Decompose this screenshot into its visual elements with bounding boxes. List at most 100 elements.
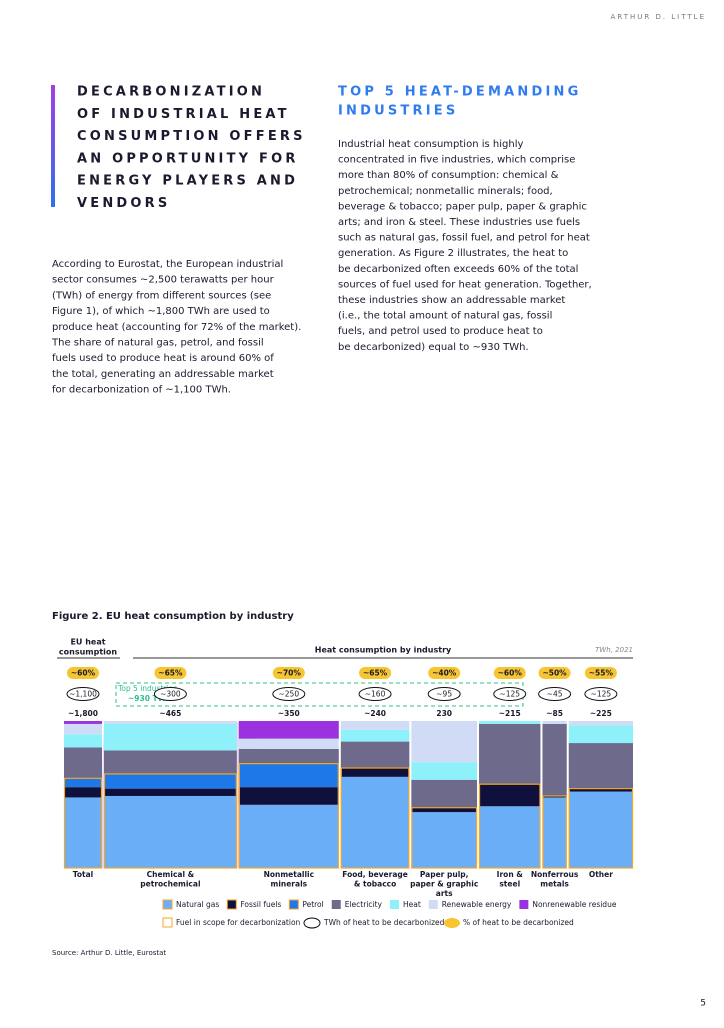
segment [479, 806, 541, 868]
segment [340, 776, 410, 868]
category-label: & tobacco [354, 880, 396, 889]
share-label: ~65% [363, 669, 388, 678]
segment [411, 721, 478, 763]
brand: ARTHUR D. LITTLE [611, 13, 706, 21]
width-label: ~225 [590, 709, 612, 718]
share-label: ~50% [542, 669, 567, 678]
segment [238, 748, 339, 764]
segment [64, 747, 102, 779]
legend-label: Fuel in scope for decarbonization [176, 918, 301, 927]
share-pill [359, 667, 392, 679]
body-line: The share of natural gas, petrol, and fo… [51, 338, 264, 349]
legend-label: Heat [403, 900, 421, 909]
page-number: 5 [700, 999, 706, 1009]
legend-pill [444, 918, 460, 928]
body-line: be decarbonized) equal to ~930 TWh. [338, 342, 529, 353]
scope-outline [411, 807, 478, 869]
share-label: ~65% [158, 669, 183, 678]
heading-line: VENDORS [77, 196, 170, 211]
body-line: generation. As Figure 2 illustrates, the… [338, 248, 568, 259]
segment [568, 743, 633, 789]
segment [104, 773, 237, 789]
share-pill [428, 667, 461, 679]
addressable-label: ~95 [436, 690, 452, 699]
segment [479, 784, 541, 807]
left-header: consumption [59, 648, 118, 657]
category-label: Food, beverage [342, 870, 408, 879]
share-pill [154, 667, 187, 679]
accent-bar [51, 85, 55, 207]
addressable-oval [66, 687, 100, 701]
segment [479, 723, 541, 785]
segment [64, 778, 102, 788]
heading-line: TOP 5 HEAT-DEMANDING [338, 85, 581, 100]
body-line: produce heat (accounting for 72% of the … [52, 322, 301, 333]
addressable-label: ~125 [591, 690, 612, 699]
segment [340, 768, 410, 777]
addressable-oval [427, 687, 461, 701]
legend-swatch [162, 917, 173, 928]
segment [64, 787, 102, 798]
segment [104, 723, 237, 751]
addressable-label: ~125 [499, 690, 520, 699]
segment [238, 787, 339, 805]
heading-line: AN OPPORTUNITY FOR [77, 151, 299, 166]
top5-label: ~930 TWh [128, 694, 171, 703]
addressable-oval [584, 687, 618, 701]
segment [542, 721, 567, 724]
scope-outline [568, 788, 634, 869]
width-label: ~465 [159, 709, 181, 718]
legend-label: Fossil fuels [240, 900, 281, 909]
share-pill [272, 667, 305, 679]
heading-line: ENERGY PLAYERS AND [77, 174, 298, 189]
category-label: Paper pulp, [420, 870, 469, 879]
category-label: petrochemical [140, 880, 200, 889]
category-label: Iron & [497, 870, 524, 879]
segment [64, 723, 102, 735]
scope-outline [340, 767, 410, 869]
body-line: more than 80% of consumption: chemical & [338, 170, 559, 181]
category-label: metals [540, 880, 569, 889]
header: Heat consumption by industry [315, 646, 452, 655]
share-label: ~55% [589, 669, 614, 678]
share-pill [538, 667, 571, 679]
segment [238, 721, 339, 739]
segment [411, 807, 478, 813]
segment [104, 721, 237, 724]
segment [238, 763, 339, 788]
legend-swatch [162, 899, 173, 910]
unit: TWh, 2021 [595, 646, 633, 654]
width-label: ~1,800 [68, 709, 98, 718]
body-line: fuels used to produce heat is around 60%… [52, 353, 274, 364]
category-label: steel [499, 880, 520, 889]
addressable-oval [153, 687, 187, 701]
addressable-label: ~160 [365, 690, 386, 699]
legend-label: Electricity [345, 900, 383, 909]
legend-swatch [288, 899, 299, 910]
segment [411, 762, 478, 780]
segment [568, 791, 633, 868]
share-pill [67, 667, 99, 679]
body-line: the total, generating an addressable mar… [52, 369, 274, 380]
scope-outline [63, 777, 103, 869]
legend-swatch [390, 900, 399, 909]
segment [340, 721, 410, 730]
addressable-label: ~45 [547, 690, 563, 699]
segment [340, 729, 410, 742]
heading-line: OF INDUSTRIAL HEAT [77, 107, 290, 122]
segment [542, 723, 567, 796]
left-header: EU heat [70, 638, 105, 647]
segment [238, 804, 339, 868]
legend-swatch [428, 900, 438, 909]
body-line: (TWh) of energy from different sources (… [52, 290, 271, 301]
body-line: be decarbonized often exceeds 60% of the… [338, 264, 578, 275]
scope-outline [542, 795, 567, 869]
body-line: Industrial heat consumption is highly [338, 139, 523, 150]
legend-label: Petrol [302, 900, 323, 909]
heading-line: CONSUMPTION OFFERS [77, 129, 306, 144]
legend-oval [303, 917, 321, 929]
segment [568, 788, 633, 792]
addressable-oval [538, 687, 572, 701]
category-label: Other [589, 870, 613, 879]
